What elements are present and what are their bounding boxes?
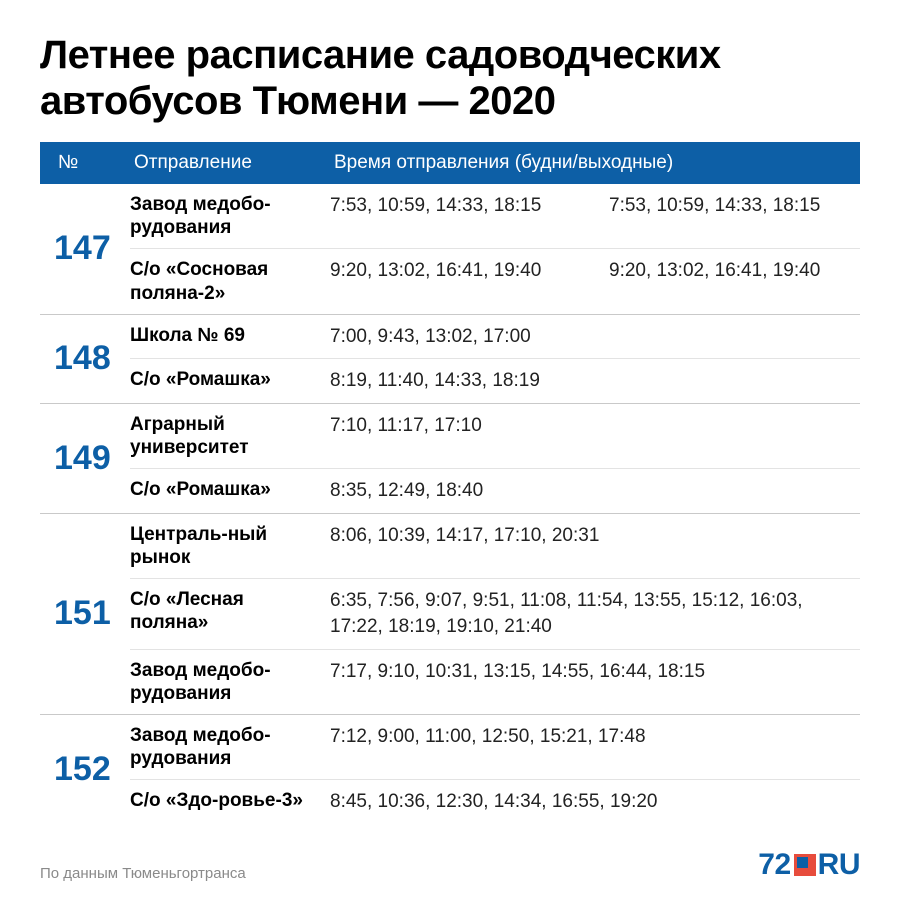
header-departure: Отправление	[130, 152, 330, 174]
route-block: 152Завод медобо-рудования7:12, 9:00, 11:…	[40, 715, 860, 824]
route-number: 152	[40, 715, 130, 824]
times-single: 8:19, 11:40, 14:33, 18:19	[330, 368, 540, 394]
route-block: 149Аграрный университет7:10, 11:17, 17:1…	[40, 404, 860, 514]
header-number: №	[40, 152, 130, 174]
departure-name: С/о «Лесная поляна»	[130, 588, 330, 639]
table-row: Завод медобо-рудования7:53, 10:59, 14:33…	[130, 184, 860, 249]
times-single: 8:35, 12:49, 18:40	[330, 478, 483, 504]
table-row: Централь-ный рынок8:06, 10:39, 14:17, 17…	[130, 514, 860, 579]
departure-name: Завод медобо-рудования	[130, 724, 330, 770]
table-row: С/о «Здо-ровье-3»8:45, 10:36, 12:30, 14:…	[130, 780, 860, 824]
table-row: Завод медобо-рудования7:12, 9:00, 11:00,…	[130, 715, 860, 780]
table-header: № Отправление Время отправления (будни/в…	[40, 142, 860, 184]
times-cell: 8:45, 10:36, 12:30, 14:34, 16:55, 19:20	[330, 789, 860, 815]
table-row: Школа № 697:00, 9:43, 13:02, 17:00	[130, 315, 860, 360]
times-weekend: 7:53, 10:59, 14:33, 18:15	[609, 193, 860, 239]
table-row: С/о «Ромашка»8:19, 11:40, 14:33, 18:19	[130, 359, 860, 403]
route-block: 148Школа № 697:00, 9:43, 13:02, 17:00С/о…	[40, 315, 860, 404]
route-rows: Централь-ный рынок8:06, 10:39, 14:17, 17…	[130, 514, 860, 714]
times-cell: 7:00, 9:43, 13:02, 17:00	[330, 324, 860, 350]
times-single: 6:35, 7:56, 9:07, 9:51, 11:08, 11:54, 13…	[330, 588, 860, 639]
times-cell: 6:35, 7:56, 9:07, 9:51, 11:08, 11:54, 13…	[330, 588, 860, 639]
departure-name: С/о «Ромашка»	[130, 368, 330, 394]
times-cell: 7:10, 11:17, 17:10	[330, 413, 860, 459]
header-times: Время отправления (будни/выходные)	[330, 152, 860, 174]
route-block: 147Завод медобо-рудования7:53, 10:59, 14…	[40, 184, 860, 315]
times-single: 7:12, 9:00, 11:00, 12:50, 15:21, 17:48	[330, 724, 646, 770]
times-cell: 7:12, 9:00, 11:00, 12:50, 15:21, 17:48	[330, 724, 860, 770]
times-single: 7:10, 11:17, 17:10	[330, 413, 482, 459]
times-weekday: 7:53, 10:59, 14:33, 18:15	[330, 193, 581, 239]
table-row: С/о «Ромашка»8:35, 12:49, 18:40	[130, 469, 860, 513]
departure-name: С/о «Сосновая поляна-2»	[130, 258, 330, 304]
times-cell: 9:20, 13:02, 16:41, 19:40 9:20, 13:02, 16…	[330, 258, 860, 304]
departure-name: С/о «Здо-ровье-3»	[130, 789, 330, 815]
schedule-table: 147Завод медобо-рудования7:53, 10:59, 14…	[40, 184, 860, 824]
departure-name: Школа № 69	[130, 324, 330, 350]
route-number: 151	[40, 514, 130, 714]
route-rows: Школа № 697:00, 9:43, 13:02, 17:00С/о «Р…	[130, 315, 860, 403]
route-number: 149	[40, 404, 130, 513]
times-cell: 8:19, 11:40, 14:33, 18:19	[330, 368, 860, 394]
route-block: 151Централь-ный рынок8:06, 10:39, 14:17,…	[40, 514, 860, 715]
times-weekend: 9:20, 13:02, 16:41, 19:40	[609, 258, 860, 304]
route-number: 148	[40, 315, 130, 403]
route-rows: Завод медобо-рудования7:12, 9:00, 11:00,…	[130, 715, 860, 824]
route-rows: Завод медобо-рудования7:53, 10:59, 14:33…	[130, 184, 860, 314]
times-cell: 8:06, 10:39, 14:17, 17:10, 20:31	[330, 523, 860, 569]
site-logo: 72 RU	[758, 848, 860, 882]
times-cell: 7:17, 9:10, 10:31, 13:15, 14:55, 16:44, …	[330, 659, 860, 705]
source-text: По данным Тюменьгортранса	[40, 865, 246, 882]
departure-name: Аграрный университет	[130, 413, 330, 459]
logo-square-icon	[794, 854, 816, 876]
logo-suffix: RU	[818, 848, 860, 882]
table-row: Завод медобо-рудования7:17, 9:10, 10:31,…	[130, 650, 860, 714]
route-number: 147	[40, 184, 130, 314]
logo-prefix: 72	[758, 848, 790, 882]
table-row: С/о «Лесная поляна»6:35, 7:56, 9:07, 9:5…	[130, 579, 860, 649]
times-cell: 8:35, 12:49, 18:40	[330, 478, 860, 504]
departure-name: Завод медобо-рудования	[130, 193, 330, 239]
page-title: Летнее расписание садоводческих автобусо…	[40, 32, 860, 124]
times-single: 7:17, 9:10, 10:31, 13:15, 14:55, 16:44, …	[330, 659, 705, 705]
departure-name: Завод медобо-рудования	[130, 659, 330, 705]
times-weekday: 9:20, 13:02, 16:41, 19:40	[330, 258, 581, 304]
times-cell: 7:53, 10:59, 14:33, 18:15 7:53, 10:59, 14…	[330, 193, 860, 239]
table-row: С/о «Сосновая поляна-2»9:20, 13:02, 16:4…	[130, 249, 860, 313]
times-single: 8:45, 10:36, 12:30, 14:34, 16:55, 19:20	[330, 789, 658, 815]
departure-name: С/о «Ромашка»	[130, 478, 330, 504]
departure-name: Централь-ный рынок	[130, 523, 330, 569]
table-row: Аграрный университет7:10, 11:17, 17:10	[130, 404, 860, 469]
times-single: 8:06, 10:39, 14:17, 17:10, 20:31	[330, 523, 599, 569]
route-rows: Аграрный университет7:10, 11:17, 17:10С/…	[130, 404, 860, 513]
times-single: 7:00, 9:43, 13:02, 17:00	[330, 324, 531, 350]
